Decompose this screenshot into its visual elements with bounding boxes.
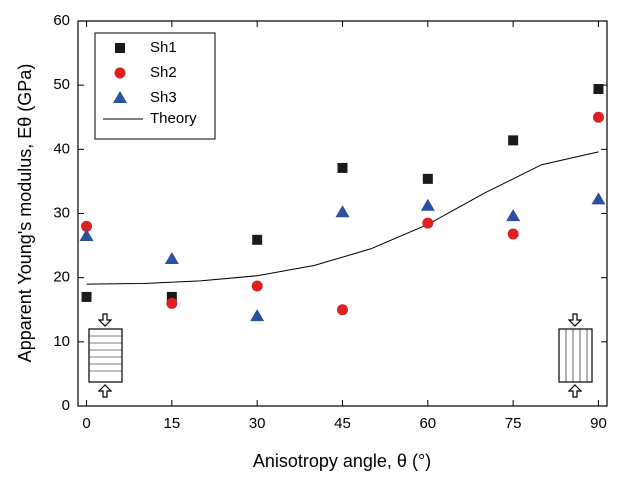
y-tick-label: 10: [53, 333, 70, 350]
x-tick-label: 60: [419, 415, 436, 432]
legend-marker: [113, 91, 127, 103]
y-tick-label: 50: [53, 76, 70, 93]
legend-label: Sh3: [150, 89, 177, 106]
marker-square: [422, 173, 433, 184]
y-tick-label: 20: [53, 269, 70, 286]
legend-label: Theory: [150, 110, 197, 127]
marker-circle: [166, 297, 178, 309]
x-tick-label: 0: [82, 415, 90, 432]
y-tick-label: 60: [53, 12, 70, 29]
x-tick-label: 30: [249, 415, 266, 432]
marker-triangle: [250, 309, 265, 322]
marker-circle: [251, 280, 263, 292]
theory-line: [86, 151, 599, 285]
x-tick-label: 45: [334, 415, 351, 432]
marker-triangle: [506, 209, 521, 222]
y-tick-label: 40: [53, 140, 70, 157]
marker-circle: [592, 111, 604, 123]
marker-circle: [81, 220, 93, 232]
marker-square: [252, 234, 263, 245]
marker-circle: [507, 228, 519, 240]
marker-triangle: [335, 205, 350, 218]
marker-square: [337, 162, 348, 173]
marker-square: [166, 291, 177, 302]
specimen-horizontal: [88, 313, 123, 398]
y-axis-title: Apparent Young's modulus, Eθ (GPa): [15, 64, 35, 363]
marker-triangle: [79, 228, 94, 241]
marker-square: [593, 84, 604, 95]
marker-triangle: [591, 192, 606, 205]
marker-square: [81, 291, 92, 302]
marker-circle: [422, 217, 434, 229]
legend-marker: [115, 43, 125, 53]
x-tick-label: 15: [164, 415, 181, 432]
marker-triangle: [164, 252, 179, 265]
legend-label: Sh2: [150, 64, 177, 81]
x-tick-label: 75: [505, 415, 522, 432]
x-tick-label: 90: [590, 415, 607, 432]
specimen-vertical: [558, 313, 593, 398]
y-tick-label: 30: [53, 204, 70, 221]
legend-label: Sh1: [150, 39, 177, 56]
marker-square: [508, 135, 519, 146]
marker-circle: [337, 304, 348, 316]
x-axis-title: Anisotropy angle, θ (°): [253, 451, 431, 471]
y-tick-label: 0: [62, 397, 70, 414]
marker-triangle: [420, 198, 435, 211]
legend-marker: [114, 67, 126, 79]
